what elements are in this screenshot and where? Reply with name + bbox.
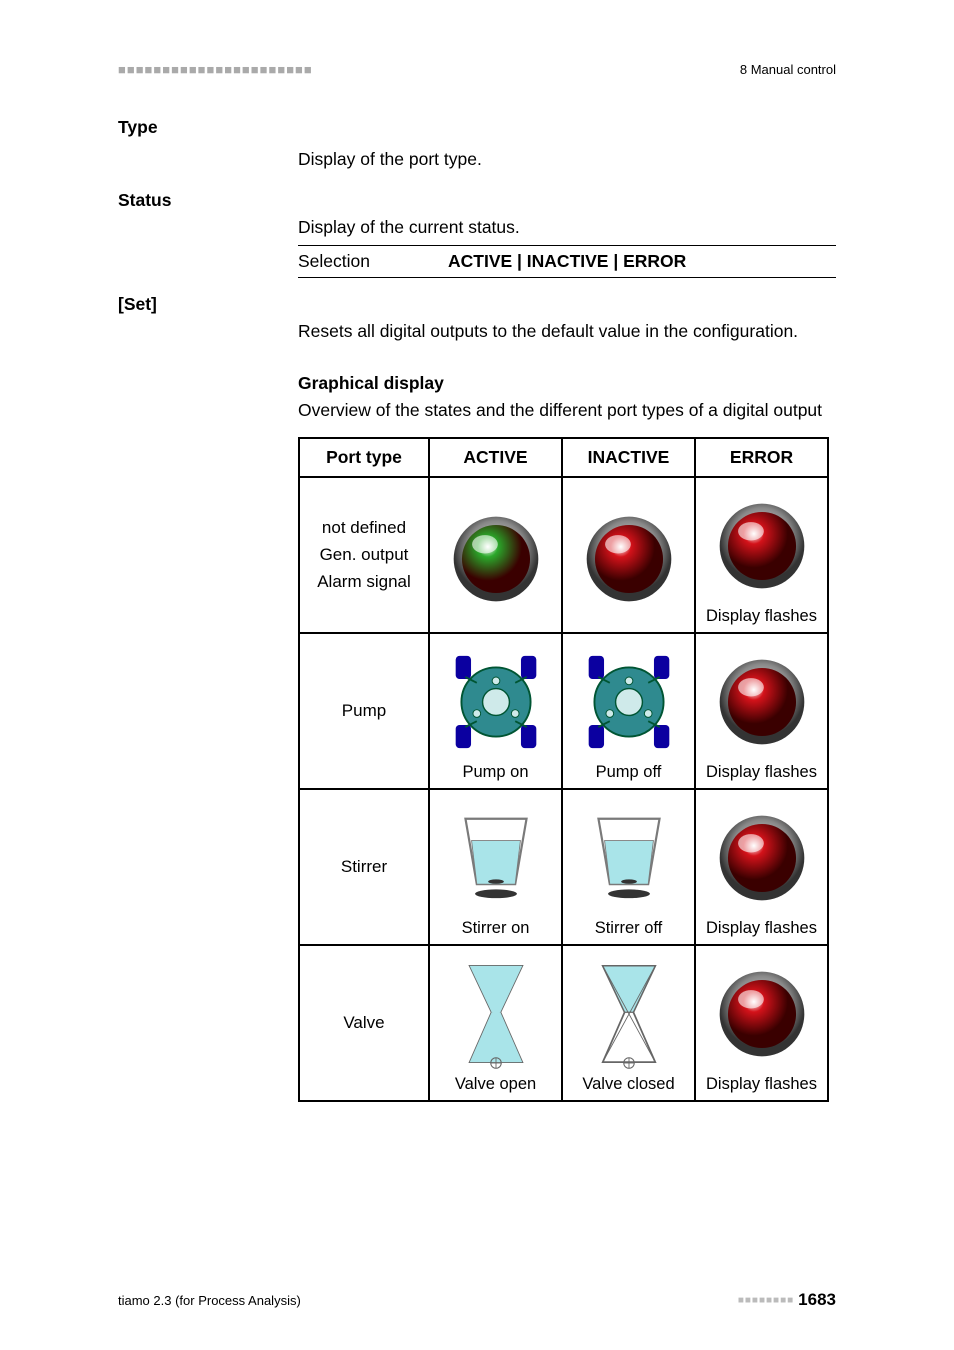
state-cell bbox=[563, 478, 694, 632]
port-label: not definedGen. outputAlarm signal bbox=[300, 478, 428, 632]
led-icon bbox=[450, 513, 542, 605]
state-cell: Pump on bbox=[430, 634, 561, 788]
stirrer-icon bbox=[451, 810, 541, 906]
def-term-status: Status bbox=[118, 188, 298, 211]
graphical-sub: Overview of the states and the different… bbox=[298, 398, 836, 423]
col-inactive: INACTIVE bbox=[562, 438, 695, 477]
graphical-table: Port type ACTIVE INACTIVE ERROR not defi… bbox=[298, 437, 829, 1102]
state-cell: Stirrer on bbox=[430, 790, 561, 944]
led-icon bbox=[716, 812, 808, 904]
selection-table: Selection ACTIVE | INACTIVE | ERROR bbox=[298, 245, 836, 278]
header-section: 8 Manual control bbox=[740, 62, 836, 77]
graphical-heading: Graphical display bbox=[298, 373, 836, 394]
cell-caption: Stirrer on bbox=[430, 919, 561, 938]
cell-caption: Display flashes bbox=[696, 607, 827, 626]
cell-caption: Display flashes bbox=[696, 919, 827, 938]
port-label: Pump bbox=[300, 634, 428, 788]
led-icon bbox=[716, 500, 808, 592]
col-error: ERROR bbox=[695, 438, 828, 477]
def-desc-set: Resets all digital outputs to the defaul… bbox=[298, 319, 836, 344]
def-term-set: [Set] bbox=[118, 292, 298, 315]
state-cell: Display flashes bbox=[696, 946, 827, 1100]
selection-label: Selection bbox=[298, 245, 448, 277]
state-cell: Display flashes bbox=[696, 790, 827, 944]
led-icon bbox=[583, 513, 675, 605]
def-desc-status: Display of the current status. bbox=[298, 215, 836, 240]
def-term-type: Type bbox=[118, 115, 298, 143]
pump-icon bbox=[448, 654, 544, 750]
footer-page: 1683 bbox=[798, 1290, 836, 1310]
state-cell: Valve open bbox=[430, 946, 561, 1100]
state-cell: Valve closed bbox=[563, 946, 694, 1100]
state-cell: Display flashes bbox=[696, 634, 827, 788]
state-cell: Display flashes bbox=[696, 478, 827, 632]
valve-icon bbox=[594, 959, 664, 1069]
col-port: Port type bbox=[299, 438, 429, 477]
footer-dots: ■■■■■■■■ bbox=[738, 1295, 794, 1306]
selection-value: ACTIVE | INACTIVE | ERROR bbox=[448, 245, 836, 277]
state-cell: Pump off bbox=[563, 634, 694, 788]
pump-icon bbox=[581, 654, 677, 750]
cell-caption: Pump off bbox=[563, 763, 694, 782]
port-label: Stirrer bbox=[300, 790, 428, 944]
cell-caption: Display flashes bbox=[696, 763, 827, 782]
state-cell bbox=[430, 478, 561, 632]
col-active: ACTIVE bbox=[429, 438, 562, 477]
cell-caption: Display flashes bbox=[696, 1075, 827, 1094]
cell-caption: Valve closed bbox=[563, 1075, 694, 1094]
footer-left: tiamo 2.3 (for Process Analysis) bbox=[118, 1293, 301, 1308]
cell-caption: Pump on bbox=[430, 763, 561, 782]
page-footer: tiamo 2.3 (for Process Analysis) ■■■■■■■… bbox=[118, 1290, 836, 1310]
page-header: ■■■■■■■■■■■■■■■■■■■■■■ 8 Manual control bbox=[118, 62, 836, 77]
def-desc-type: Display of the port type. bbox=[298, 147, 836, 172]
cell-caption: Stirrer off bbox=[563, 919, 694, 938]
led-icon bbox=[716, 656, 808, 748]
stirrer-icon bbox=[584, 810, 674, 906]
valve-icon bbox=[461, 959, 531, 1069]
cell-caption: Valve open bbox=[430, 1075, 561, 1094]
led-icon bbox=[716, 968, 808, 1060]
port-label: Valve bbox=[300, 946, 428, 1100]
state-cell: Stirrer off bbox=[563, 790, 694, 944]
header-dots: ■■■■■■■■■■■■■■■■■■■■■■ bbox=[118, 62, 313, 77]
